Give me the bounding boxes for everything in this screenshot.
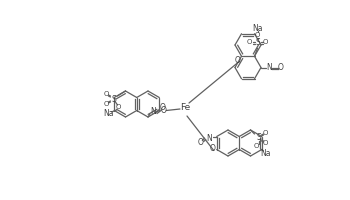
Text: O: O [198, 138, 204, 147]
Text: S: S [256, 134, 261, 142]
Text: O: O [254, 143, 259, 149]
Text: O: O [210, 144, 216, 153]
Text: Fe: Fe [180, 104, 190, 112]
Text: O: O [278, 63, 284, 72]
Text: N: N [266, 63, 272, 72]
Text: O: O [104, 101, 109, 107]
Text: O: O [104, 91, 109, 97]
Text: N: N [150, 108, 156, 116]
Text: O: O [116, 104, 121, 110]
Text: S: S [111, 95, 116, 104]
Text: O: O [263, 140, 268, 146]
Text: S: S [255, 38, 260, 47]
Text: O: O [263, 130, 268, 136]
Text: Na: Na [103, 110, 114, 118]
Text: O: O [160, 104, 166, 112]
Text: O: O [234, 56, 240, 65]
Text: O: O [255, 32, 260, 38]
Text: O: O [247, 39, 252, 45]
Text: O: O [263, 39, 268, 45]
Text: N: N [206, 134, 212, 143]
Text: Na: Na [252, 24, 263, 33]
Text: Na: Na [260, 148, 271, 158]
Text: O: O [160, 106, 166, 115]
